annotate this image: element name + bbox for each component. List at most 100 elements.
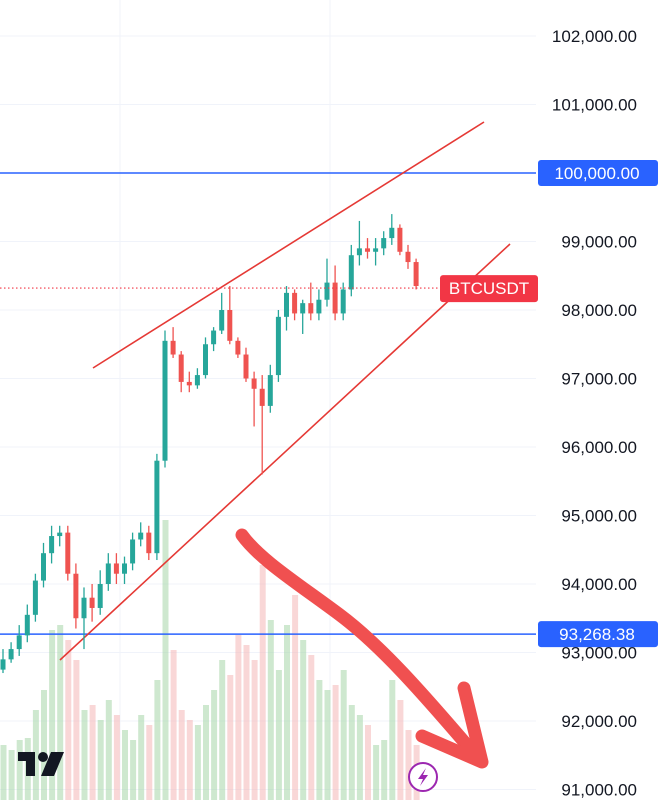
candle-body	[130, 539, 136, 564]
volume-bars	[0, 520, 420, 800]
volume-bar	[146, 725, 153, 800]
tradingview-logo: TV	[18, 752, 64, 776]
volume-bar	[194, 725, 201, 800]
volume-bar	[130, 740, 137, 800]
candle-body	[365, 248, 370, 252]
volume-bar	[73, 660, 80, 800]
volume-bar	[57, 625, 64, 800]
y-tick-label: 98,000.00	[561, 301, 637, 320]
candle-body	[292, 292, 298, 314]
volume-bar	[154, 680, 161, 800]
volume-bar	[365, 725, 371, 800]
candle-body	[324, 282, 330, 300]
candle-body	[65, 532, 71, 574]
candle-body	[97, 584, 103, 608]
volume-bar	[97, 720, 104, 800]
y-tick-label: 93,000.00	[561, 644, 637, 663]
channel-upper-line[interactable]	[92, 121, 485, 369]
y-tick-label: 92,000.00	[561, 712, 637, 731]
y-tick-label: 95,000.00	[561, 507, 637, 526]
volume-bar	[381, 740, 388, 800]
symbol-tag[interactable]: BTCUSDT	[440, 275, 538, 303]
ascending-channel[interactable]	[59, 121, 511, 661]
volume-bar	[170, 650, 177, 800]
y-tick-label: 102,000.00	[552, 27, 637, 46]
volume-bar	[284, 625, 290, 800]
candle-body	[373, 248, 379, 252]
volume-bar	[65, 640, 72, 800]
candle-body	[162, 340, 168, 461]
level-price-tag-text: 100,000.00	[554, 164, 639, 183]
volume-bar	[332, 685, 339, 800]
candle-body	[275, 316, 281, 376]
candle-body	[57, 532, 63, 537]
candle-body	[73, 573, 79, 619]
candle-body	[340, 289, 346, 314]
volume-bar	[340, 670, 347, 800]
volume-bar	[235, 635, 242, 800]
volume-bar	[227, 675, 234, 800]
down-arrow-annotation[interactable]	[235, 528, 489, 769]
volume-bar	[356, 715, 363, 800]
candle-body	[397, 227, 403, 252]
volume-bar	[138, 715, 145, 800]
candle-body	[348, 255, 354, 290]
volume-bar	[32, 710, 39, 800]
volume-bar	[113, 715, 120, 800]
volume-bar	[49, 630, 56, 800]
y-tick-label: 97,000.00	[561, 370, 637, 389]
candle-body	[89, 597, 95, 608]
y-tick-label: 94,000.00	[561, 575, 637, 594]
candle-body	[356, 248, 362, 256]
candle-body	[381, 238, 387, 249]
candle-body	[105, 563, 111, 584]
candle-body	[81, 597, 87, 619]
volume-bar	[186, 720, 193, 800]
volume-bar	[178, 710, 185, 800]
volume-bar	[211, 690, 218, 800]
price-tags: 100,000.00 93,268.38 BTCUSDT	[440, 160, 658, 648]
candle-body	[203, 344, 208, 376]
candle-body	[243, 354, 249, 379]
volume-bar	[405, 730, 412, 800]
candle-body	[0, 659, 6, 670]
volume-bar	[300, 640, 307, 800]
candle-body	[300, 303, 306, 314]
volume-bar	[373, 745, 380, 800]
candle-body	[154, 460, 160, 554]
channel-lower-line[interactable]	[59, 243, 511, 661]
symbol-tag-text: BTCUSDT	[449, 279, 529, 298]
volume-bar	[41, 690, 47, 800]
volume-bar	[348, 705, 355, 800]
volume-bar	[203, 705, 209, 800]
candle-body	[405, 251, 411, 263]
lightning-icon[interactable]	[408, 762, 438, 792]
candle-body	[16, 635, 22, 650]
volume-bar	[16, 740, 23, 800]
candle-body	[122, 563, 127, 574]
candle-body	[284, 292, 289, 317]
y-tick-label: 101,000.00	[552, 96, 637, 115]
candle-body	[138, 532, 144, 540]
price-axis[interactable]: 102,000.00 101,000.00 100,000.00 99,000.00 9…	[552, 27, 637, 800]
candle-body	[113, 563, 119, 574]
candle-body	[332, 282, 338, 314]
volume-bar	[308, 655, 315, 800]
horizontal-levels[interactable]	[0, 172, 536, 635]
volume-bar	[251, 660, 258, 800]
candle-body	[211, 330, 217, 345]
candle-body	[235, 340, 241, 355]
candle-body	[194, 375, 200, 386]
volume-bar	[292, 595, 299, 800]
y-tick-label: 91,000.00	[561, 781, 637, 800]
candle-body	[41, 553, 46, 581]
candle-body	[186, 381, 192, 386]
candle-body	[389, 227, 395, 239]
candle-body	[413, 262, 419, 287]
arrow-head	[415, 681, 489, 769]
candle-body	[49, 536, 55, 554]
volume-bar	[243, 645, 250, 800]
candle-body	[259, 388, 265, 406]
candle-body	[178, 354, 184, 382]
